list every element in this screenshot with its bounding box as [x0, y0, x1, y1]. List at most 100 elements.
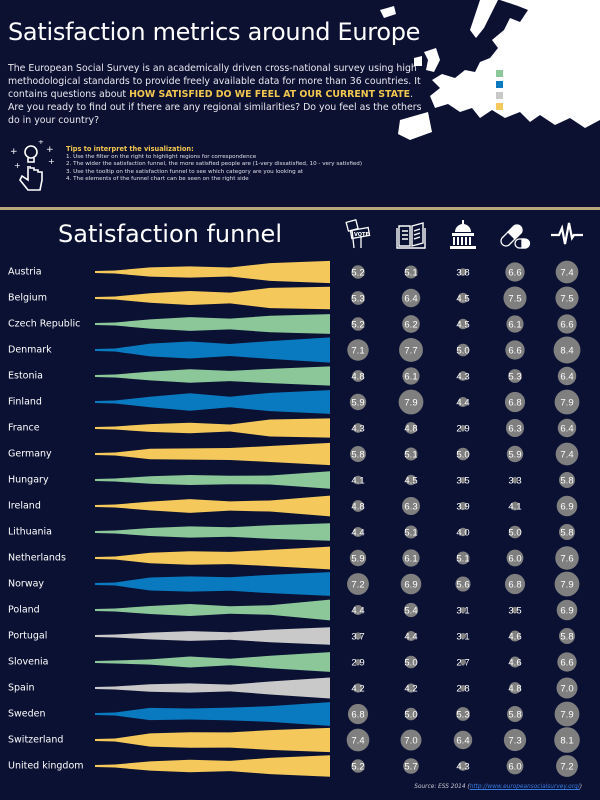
funnel-czech-republic[interactable]: [95, 314, 330, 334]
value-bubble[interactable]: [458, 527, 468, 537]
value-bubble[interactable]: [459, 502, 467, 510]
value-bubble[interactable]: [404, 525, 418, 539]
legend-item-western-europe[interactable]: Western Europe: [496, 101, 575, 112]
value-bubble[interactable]: [504, 391, 526, 413]
value-bubble[interactable]: [559, 524, 575, 540]
value-bubble[interactable]: [555, 260, 579, 284]
value-bubble[interactable]: [556, 495, 578, 517]
value-bubble[interactable]: [405, 422, 417, 434]
value-bubble[interactable]: [505, 262, 525, 282]
value-bubble[interactable]: [508, 369, 522, 383]
value-bubble[interactable]: [456, 707, 470, 721]
value-bubble[interactable]: [506, 549, 524, 567]
europe-map[interactable]: [380, 0, 600, 140]
value-bubble[interactable]: [404, 265, 418, 279]
value-bubble[interactable]: [403, 758, 419, 774]
value-bubble[interactable]: [506, 315, 524, 333]
value-bubble[interactable]: [353, 423, 363, 433]
value-bubble[interactable]: [503, 728, 527, 752]
value-bubble[interactable]: [505, 340, 525, 360]
value-bubble[interactable]: [355, 659, 361, 665]
value-bubble[interactable]: [556, 599, 578, 621]
value-bubble[interactable]: [404, 707, 418, 721]
value-bubble[interactable]: [347, 339, 369, 361]
funnel-spain[interactable]: [95, 677, 330, 699]
value-bubble[interactable]: [460, 633, 466, 639]
value-bubble[interactable]: [556, 755, 578, 777]
value-bubble[interactable]: [349, 549, 367, 567]
funnel-belgium[interactable]: [95, 286, 330, 310]
funnel-france[interactable]: [95, 418, 330, 438]
funnel-united-kingdom[interactable]: [95, 755, 330, 777]
value-bubble[interactable]: [460, 607, 466, 613]
funnel-finland[interactable]: [95, 390, 330, 414]
value-bubble[interactable]: [458, 371, 468, 381]
funnel-ireland[interactable]: [95, 495, 330, 517]
value-bubble[interactable]: [459, 476, 467, 484]
value-bubble[interactable]: [400, 729, 422, 751]
value-bubble[interactable]: [557, 314, 577, 334]
value-bubble[interactable]: [401, 288, 421, 308]
value-bubble[interactable]: [350, 446, 366, 462]
value-bubble[interactable]: [555, 286, 579, 310]
value-bubble[interactable]: [458, 761, 468, 771]
value-bubble[interactable]: [460, 659, 466, 665]
value-bubble[interactable]: [347, 703, 369, 725]
value-bubble[interactable]: [559, 472, 575, 488]
value-bubble[interactable]: [453, 730, 473, 750]
value-bubble[interactable]: [459, 268, 467, 276]
value-bubble[interactable]: [503, 286, 527, 310]
funnel-sweden[interactable]: [95, 702, 330, 726]
value-bubble[interactable]: [403, 602, 419, 618]
value-bubble[interactable]: [555, 442, 579, 466]
value-bubble[interactable]: [553, 336, 581, 364]
funnel-denmark[interactable]: [95, 337, 330, 363]
value-bubble[interactable]: [512, 477, 518, 483]
value-bubble[interactable]: [346, 728, 370, 752]
legend-item-eastern-europe[interactable]: Eastern Europe: [496, 68, 575, 79]
funnel-estonia[interactable]: [95, 366, 330, 386]
funnel-slovenia[interactable]: [95, 652, 330, 672]
value-bubble[interactable]: [457, 396, 469, 408]
region-legend[interactable]: Eastern Europe Northern Europe Southern Eu…: [496, 68, 575, 112]
value-bubble[interactable]: [351, 759, 365, 773]
value-bubble[interactable]: [504, 573, 526, 595]
value-bubble[interactable]: [352, 370, 364, 382]
value-bubble[interactable]: [554, 727, 580, 753]
value-bubble[interactable]: [353, 475, 363, 485]
value-bubble[interactable]: [559, 628, 575, 644]
value-bubble[interactable]: [557, 418, 577, 438]
value-bubble[interactable]: [557, 366, 577, 386]
value-bubble[interactable]: [508, 525, 522, 539]
value-bubble[interactable]: [351, 291, 365, 305]
value-bubble[interactable]: [556, 677, 578, 699]
value-bubble[interactable]: [457, 292, 469, 304]
funnel-portugal[interactable]: [95, 627, 330, 645]
value-bubble[interactable]: [351, 317, 365, 331]
value-bubble[interactable]: [400, 573, 422, 595]
legend-item-northern-europe[interactable]: Northern Europe: [496, 79, 575, 90]
value-bubble[interactable]: [506, 757, 524, 775]
value-bubble[interactable]: [352, 604, 364, 616]
value-bubble[interactable]: [506, 445, 524, 463]
value-bubble[interactable]: [353, 683, 363, 693]
funnel-netherlands[interactable]: [95, 546, 330, 570]
value-bubble[interactable]: [352, 526, 364, 538]
value-bubble[interactable]: [505, 418, 525, 438]
value-bubble[interactable]: [510, 501, 520, 511]
value-bubble[interactable]: [554, 701, 580, 727]
value-bubble[interactable]: [404, 655, 418, 669]
value-bubble[interactable]: [554, 389, 580, 415]
legend-item-southern-europe[interactable]: Southern Europe: [496, 90, 575, 101]
funnel-germany[interactable]: [95, 442, 330, 466]
value-bubble[interactable]: [347, 573, 369, 595]
funnel-lithuania[interactable]: [95, 523, 330, 541]
funnel-poland[interactable]: [95, 599, 330, 621]
value-bubble[interactable]: [455, 576, 471, 592]
value-bubble[interactable]: [406, 683, 416, 693]
value-bubble[interactable]: [509, 656, 521, 668]
value-bubble[interactable]: [554, 571, 580, 597]
value-bubble[interactable]: [402, 315, 420, 333]
value-bubble[interactable]: [460, 425, 466, 431]
value-bubble[interactable]: [511, 606, 519, 614]
